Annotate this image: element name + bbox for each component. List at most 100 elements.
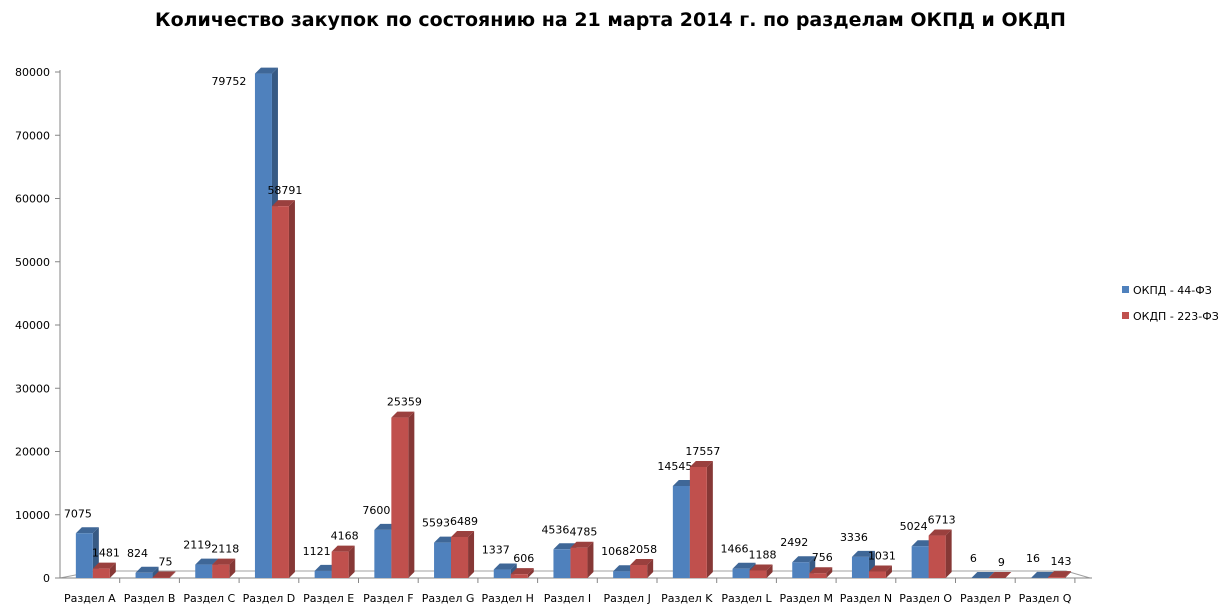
bar-okdp — [331, 551, 349, 578]
bar-okdp — [510, 574, 528, 578]
data-label: 7075 — [64, 507, 92, 520]
data-label: 824 — [127, 547, 148, 560]
bar-top — [510, 568, 534, 575]
bar-side — [647, 558, 654, 578]
y-tick-label: 50000 — [15, 256, 50, 269]
data-label: 1121 — [303, 545, 331, 558]
bar-side — [408, 411, 415, 578]
bar-okpd — [851, 556, 869, 578]
bar-okdp — [630, 564, 648, 578]
bar-okdp — [92, 568, 110, 578]
x-tick-label: Раздел J — [603, 592, 650, 605]
legend-swatch — [1122, 286, 1129, 293]
data-label: 4168 — [331, 530, 359, 543]
bar-top — [391, 411, 415, 418]
bar-top — [152, 571, 176, 578]
bar-side — [468, 530, 475, 578]
x-tick-label: Раздел O — [899, 592, 952, 605]
bar-side — [587, 541, 594, 578]
data-label: 7600 — [362, 504, 390, 517]
bar-top — [809, 567, 833, 574]
data-label: 5024 — [900, 520, 928, 533]
data-label: 79752 — [211, 75, 246, 88]
bar-top — [271, 200, 295, 207]
data-label: 2492 — [780, 536, 808, 549]
x-tick-label: Раздел H — [482, 592, 534, 605]
legend-label: ОКПД - 44-ФЗ — [1133, 284, 1212, 297]
data-label: 17557 — [685, 445, 720, 458]
y-tick-label: 0 — [43, 572, 50, 585]
bar-side — [109, 562, 116, 578]
bar-okpd — [135, 572, 153, 578]
bar-okpd — [493, 569, 511, 578]
bar-top — [630, 558, 654, 565]
data-label: 1337 — [482, 544, 510, 557]
bar-side — [826, 567, 833, 578]
bar-okpd — [434, 542, 452, 578]
bar-okdp — [212, 564, 230, 578]
data-label: 1188 — [749, 548, 777, 561]
x-tick-label: Раздел L — [721, 592, 772, 605]
bar-side — [229, 558, 236, 578]
data-label: 25359 — [387, 396, 422, 409]
data-label: 143 — [1051, 555, 1072, 568]
bar-okpd — [553, 549, 571, 578]
bar-okpd — [314, 570, 332, 578]
bar-top — [928, 529, 952, 536]
bar-top — [254, 67, 278, 74]
data-label: 606 — [513, 552, 534, 565]
legend-swatch — [1122, 312, 1129, 319]
bar-top — [570, 541, 594, 548]
bar-side — [1005, 571, 1012, 578]
data-label: 6489 — [450, 515, 478, 528]
data-label: 4785 — [569, 526, 597, 539]
data-label: 3336 — [840, 531, 868, 544]
x-tick-label: Раздел P — [960, 592, 1011, 605]
bar-okdp — [451, 536, 469, 578]
bar-top — [1031, 571, 1055, 578]
y-tick-label: 40000 — [15, 319, 50, 332]
x-tick-label: Раздел E — [303, 592, 354, 605]
bar-side — [348, 545, 355, 578]
x-tick-label: Раздел N — [840, 592, 892, 605]
bar-okdp — [391, 417, 409, 578]
x-tick-label: Раздел B — [124, 592, 176, 605]
legend-label: ОКДП - 223-ФЗ — [1133, 310, 1219, 323]
bar-okpd — [195, 564, 213, 578]
bar-top — [851, 550, 875, 557]
bar-top — [689, 460, 713, 467]
bar-okdp — [1048, 577, 1066, 578]
data-label: 1068 — [601, 545, 629, 558]
bar-side — [766, 564, 773, 578]
bar-okdp — [868, 571, 886, 578]
data-label: 1466 — [721, 543, 749, 556]
bar-okpd — [75, 533, 93, 578]
data-label: 6713 — [928, 514, 956, 527]
bar-okpd — [254, 73, 272, 578]
x-tick-label: Раздел F — [363, 592, 413, 605]
x-tick-label: Раздел K — [661, 592, 713, 605]
chart-title: Количество закупок по состоянию на 21 ма… — [155, 9, 1066, 31]
data-label: 1481 — [92, 547, 120, 560]
y-tick-label: 10000 — [15, 509, 50, 522]
y-tick-label: 70000 — [15, 129, 50, 142]
x-tick-label: Раздел M — [779, 592, 833, 605]
bar-top — [493, 563, 517, 570]
data-label: 14545 — [657, 460, 692, 473]
bar-okpd — [374, 529, 392, 578]
bar-top — [195, 558, 219, 565]
bar-side — [288, 200, 295, 579]
data-label: 5593 — [422, 517, 450, 530]
data-label: 16 — [1026, 552, 1040, 565]
y-tick-label: 30000 — [15, 382, 50, 395]
bar-top — [75, 527, 99, 534]
bar-okdp — [809, 573, 827, 578]
bar-top — [135, 566, 159, 573]
bar-side — [169, 571, 176, 578]
bar-okpd — [911, 546, 929, 578]
bar-top — [212, 558, 236, 565]
data-label: 9 — [998, 556, 1005, 569]
bar-top — [92, 562, 116, 569]
bar-side — [1065, 571, 1072, 578]
bar-okdp — [689, 466, 707, 578]
